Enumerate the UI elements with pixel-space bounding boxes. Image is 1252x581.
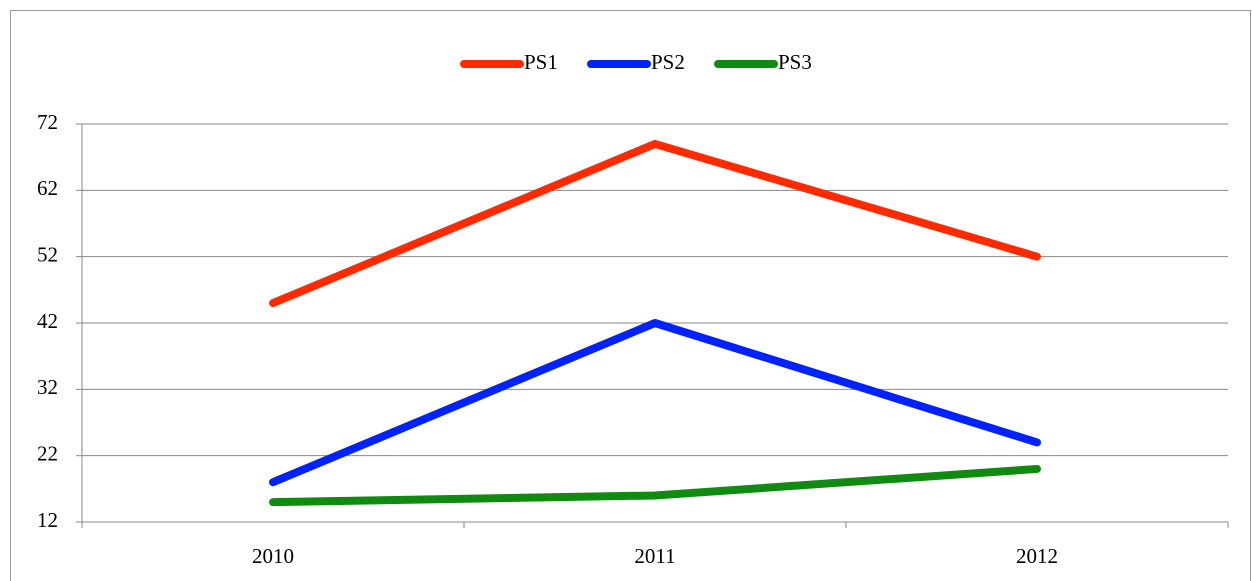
legend-label: PS2 bbox=[651, 50, 685, 74]
y-tick-label: 12 bbox=[37, 508, 58, 532]
y-tick-label: 42 bbox=[37, 309, 58, 333]
series-line bbox=[269, 464, 1041, 507]
series-line bbox=[269, 319, 1041, 487]
y-tick-label: 62 bbox=[37, 176, 58, 200]
y-tick-label: 22 bbox=[37, 441, 58, 465]
x-tick-label: 2010 bbox=[252, 544, 294, 568]
series-line bbox=[269, 139, 1041, 308]
y-tick-label: 32 bbox=[37, 375, 58, 399]
x-tick-label: 2011 bbox=[634, 544, 675, 568]
y-tick-label: 72 bbox=[37, 110, 58, 134]
legend-label: PS3 bbox=[778, 50, 812, 74]
legend-label: PS1 bbox=[524, 50, 558, 74]
x-tick-label: 2012 bbox=[1016, 544, 1058, 568]
y-tick-label: 52 bbox=[37, 242, 58, 266]
chart-border bbox=[10, 10, 1251, 581]
